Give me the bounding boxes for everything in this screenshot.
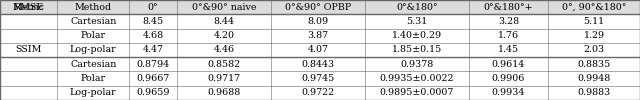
Text: 0.9934: 0.9934 (492, 88, 525, 97)
Text: 0.9948: 0.9948 (577, 74, 611, 83)
Text: 0.8582: 0.8582 (207, 60, 241, 69)
Text: 4.47: 4.47 (143, 46, 164, 54)
Text: 4.46: 4.46 (213, 46, 234, 54)
Text: 0.9688: 0.9688 (207, 88, 241, 97)
Text: 0.9659: 0.9659 (136, 88, 170, 97)
Text: 4.68: 4.68 (143, 31, 164, 40)
Text: 0.8835: 0.8835 (577, 60, 611, 69)
Text: 0.9717: 0.9717 (207, 74, 241, 83)
Text: 0.9614: 0.9614 (492, 60, 525, 69)
Text: 3.28: 3.28 (498, 17, 519, 26)
Text: 8.09: 8.09 (307, 17, 328, 26)
Text: 0.9667: 0.9667 (136, 74, 170, 83)
Text: 0.9722: 0.9722 (301, 88, 335, 97)
Text: Cartesian: Cartesian (70, 60, 116, 69)
Text: 0.8794: 0.8794 (136, 60, 170, 69)
Text: 0.8443: 0.8443 (301, 60, 335, 69)
Text: 0.9378: 0.9378 (400, 60, 433, 69)
Text: 5.11: 5.11 (584, 17, 605, 26)
Bar (0, 0, 640, 14)
Text: 8.44: 8.44 (214, 17, 234, 26)
Text: Method: Method (75, 3, 112, 12)
Text: 0°: 0° (148, 3, 158, 12)
Text: 0°&90° naive: 0°&90° naive (192, 3, 256, 12)
Text: Polar: Polar (81, 74, 106, 83)
Text: Log-polar: Log-polar (70, 88, 116, 97)
Text: 1.76: 1.76 (498, 31, 519, 40)
Text: 1.85±0.15: 1.85±0.15 (392, 46, 442, 54)
Text: SSIM: SSIM (15, 46, 42, 54)
Text: 8.45: 8.45 (143, 17, 164, 26)
Text: 5.31: 5.31 (406, 17, 428, 26)
Text: 0°&180°+: 0°&180°+ (484, 3, 533, 12)
Text: 1.40±0.29: 1.40±0.29 (392, 31, 442, 40)
Text: 1.29: 1.29 (584, 31, 605, 40)
Text: 0°, 90°&180°: 0°, 90°&180° (562, 3, 627, 12)
Text: 2.03: 2.03 (584, 46, 605, 54)
Text: 4.20: 4.20 (214, 31, 234, 40)
Text: 1.45: 1.45 (498, 46, 519, 54)
Text: 0.9883: 0.9883 (577, 88, 611, 97)
Text: Polar: Polar (81, 31, 106, 40)
Text: 0.9906: 0.9906 (492, 74, 525, 83)
Text: 4.07: 4.07 (307, 46, 328, 54)
Text: 0°&180°: 0°&180° (396, 3, 438, 12)
Text: RMSE: RMSE (13, 3, 44, 12)
Text: 0°&90° OPBP: 0°&90° OPBP (285, 3, 351, 12)
Text: Cartesian: Cartesian (70, 17, 116, 26)
Text: Log-polar: Log-polar (70, 46, 116, 54)
Text: 0.9935±0.0022: 0.9935±0.0022 (380, 74, 454, 83)
Text: 0.9745: 0.9745 (301, 74, 335, 83)
Text: Metric: Metric (13, 3, 45, 12)
Text: 0.9895±0.0007: 0.9895±0.0007 (380, 88, 454, 97)
Text: 3.87: 3.87 (307, 31, 328, 40)
